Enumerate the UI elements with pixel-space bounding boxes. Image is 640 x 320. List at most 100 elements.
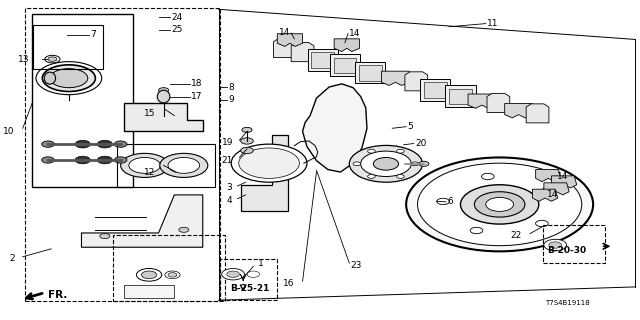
Bar <box>312 52 334 68</box>
Polygon shape <box>277 34 303 46</box>
Text: 9: 9 <box>228 95 234 104</box>
Circle shape <box>115 141 127 147</box>
Circle shape <box>42 65 95 92</box>
Text: 14: 14 <box>349 28 361 38</box>
Text: 8: 8 <box>228 83 234 92</box>
Text: 11: 11 <box>487 19 499 28</box>
Circle shape <box>42 157 54 163</box>
Text: 2: 2 <box>9 254 15 263</box>
Circle shape <box>42 141 54 147</box>
Text: 14: 14 <box>557 172 568 181</box>
Bar <box>124 285 174 298</box>
Ellipse shape <box>157 90 170 103</box>
Polygon shape <box>405 72 428 91</box>
Polygon shape <box>273 38 296 58</box>
Bar <box>445 85 476 107</box>
Text: 20: 20 <box>415 139 426 148</box>
Text: 25: 25 <box>171 25 182 35</box>
Circle shape <box>75 140 90 148</box>
Circle shape <box>247 271 260 277</box>
Circle shape <box>129 157 161 173</box>
Text: 14: 14 <box>278 28 290 37</box>
Circle shape <box>486 197 513 212</box>
Polygon shape <box>381 71 410 85</box>
Circle shape <box>165 271 180 279</box>
Circle shape <box>397 149 404 153</box>
Bar <box>355 62 385 83</box>
Polygon shape <box>81 195 203 247</box>
Circle shape <box>361 151 412 177</box>
Bar <box>420 79 451 101</box>
Text: 21: 21 <box>221 156 233 164</box>
Polygon shape <box>536 170 561 181</box>
Circle shape <box>373 157 399 170</box>
Circle shape <box>241 147 253 154</box>
Circle shape <box>242 127 252 132</box>
Circle shape <box>115 157 127 163</box>
Circle shape <box>241 138 253 144</box>
Circle shape <box>160 153 208 178</box>
Circle shape <box>349 145 422 182</box>
Bar <box>118 144 216 187</box>
Text: 12: 12 <box>144 168 156 177</box>
Bar <box>330 54 360 76</box>
Text: 1: 1 <box>259 259 264 268</box>
Circle shape <box>367 174 375 178</box>
Polygon shape <box>334 39 360 52</box>
Circle shape <box>179 227 189 232</box>
Circle shape <box>239 148 300 178</box>
Bar <box>333 58 356 73</box>
Text: 17: 17 <box>191 92 203 101</box>
Polygon shape <box>468 94 496 108</box>
Bar <box>424 82 447 98</box>
Bar <box>113 235 225 301</box>
Text: 15: 15 <box>144 108 156 117</box>
Circle shape <box>436 198 449 204</box>
Circle shape <box>544 239 566 251</box>
Circle shape <box>221 268 244 280</box>
Circle shape <box>48 57 57 61</box>
Polygon shape <box>526 104 549 123</box>
Text: 4: 4 <box>226 196 232 205</box>
Polygon shape <box>544 183 569 195</box>
Circle shape <box>460 185 539 224</box>
Circle shape <box>75 156 90 164</box>
Bar <box>220 259 277 300</box>
Text: 10: 10 <box>3 127 15 136</box>
Polygon shape <box>241 135 288 211</box>
Text: 3: 3 <box>226 183 232 192</box>
Circle shape <box>97 140 113 148</box>
Text: 23: 23 <box>351 261 362 270</box>
Bar <box>33 25 103 69</box>
Bar <box>308 49 338 70</box>
Polygon shape <box>487 93 509 112</box>
Circle shape <box>543 187 555 193</box>
Text: 13: 13 <box>17 55 29 64</box>
Bar <box>24 8 220 301</box>
Circle shape <box>474 192 525 217</box>
Circle shape <box>159 88 169 93</box>
Text: 7: 7 <box>90 30 96 39</box>
Circle shape <box>406 157 593 252</box>
Polygon shape <box>291 43 314 62</box>
Circle shape <box>227 271 239 277</box>
Text: 6: 6 <box>447 197 453 206</box>
Circle shape <box>168 157 200 173</box>
Circle shape <box>231 144 307 182</box>
Ellipse shape <box>44 72 56 84</box>
Circle shape <box>100 234 110 239</box>
Text: 16: 16 <box>283 279 294 288</box>
Circle shape <box>353 162 361 166</box>
Circle shape <box>536 220 548 227</box>
Text: FR.: FR. <box>48 290 67 300</box>
Polygon shape <box>303 84 367 172</box>
Polygon shape <box>552 176 577 188</box>
Circle shape <box>470 227 483 234</box>
Circle shape <box>367 149 375 153</box>
Text: B-20-30: B-20-30 <box>547 246 586 255</box>
Circle shape <box>412 162 419 166</box>
Text: B-25-21: B-25-21 <box>230 284 269 293</box>
Circle shape <box>120 153 169 178</box>
Bar <box>359 65 381 81</box>
Circle shape <box>168 273 177 277</box>
